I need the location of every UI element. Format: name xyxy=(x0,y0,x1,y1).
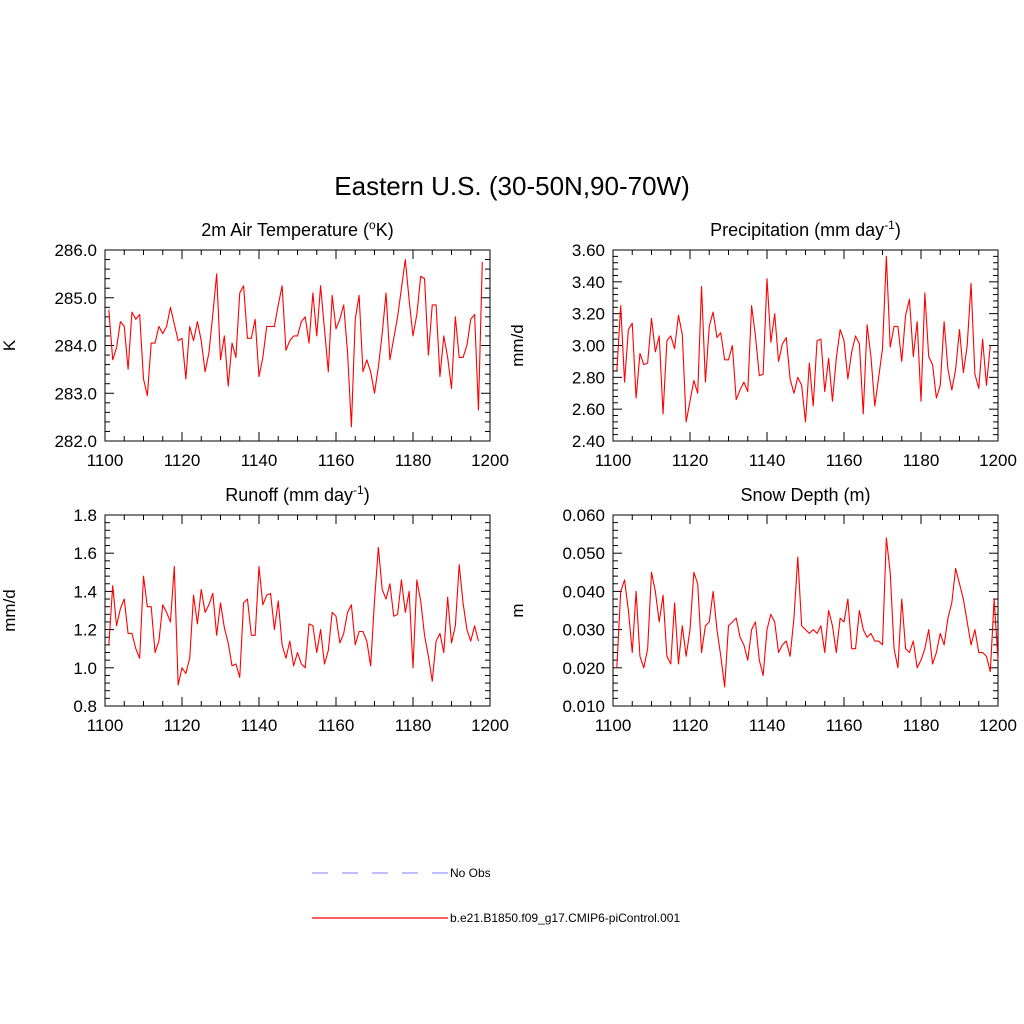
panel-title-tail: ) xyxy=(895,220,901,240)
legend-model-label: b.e21.B1850.f09_g17.CMIP6-piControl.001 xyxy=(450,911,680,925)
legend-item-model: b.e21.B1850.f09_g17.CMIP6-piControl.001 xyxy=(312,911,680,925)
panel-title-sup: -1 xyxy=(884,218,895,232)
legend-item-obs: No Obs xyxy=(312,866,491,880)
y-tick-label: 282.0 xyxy=(54,432,97,451)
legend: No Obs b.e21.B1850.f09_g17.CMIP6-piContr… xyxy=(312,866,680,925)
panel-title-tail: ) xyxy=(364,485,370,505)
panels: 2m Air Temperature (oK) K 1100 1120 1140 1160… xyxy=(0,218,1017,735)
y-tick-label: 0.020 xyxy=(562,659,605,678)
x-tick-label: 1200 xyxy=(979,451,1017,470)
y-tick-label: 2.60 xyxy=(572,400,605,419)
panel-title: Precipitation (mm day-1) xyxy=(710,218,901,240)
x-tick-label: 1140 xyxy=(749,451,786,470)
y-tick-label: 0.060 xyxy=(562,506,605,525)
y-tick-label: 2.40 xyxy=(572,432,605,451)
panel-title-text: Snow Depth (m) xyxy=(740,485,870,505)
panel-title-sup: -1 xyxy=(353,483,364,497)
y-axis-label: K xyxy=(0,339,19,351)
x-tick-label: 1120 xyxy=(672,716,709,735)
y-tick-label: 0.030 xyxy=(562,621,605,640)
y-tick-label: 0.040 xyxy=(562,582,605,601)
x-tick-label: 1140 xyxy=(749,716,786,735)
chart-panel-1: 2m Air Temperature (oK) K 1100 1120 1140 1160… xyxy=(0,218,509,470)
plot-frame xyxy=(612,249,999,442)
y-tick-label: 0.8 xyxy=(73,697,97,716)
panel-title-sup: o xyxy=(369,218,376,232)
chart-panel-4: Snow Depth (m) m 1100 1120 1140 1160 1180 1200 0… xyxy=(508,485,1017,735)
plot-frame xyxy=(104,249,491,442)
panel-title: Snow Depth (m) xyxy=(740,485,870,505)
y-tick-label: 1.8 xyxy=(73,506,97,525)
x-tick-label: 1100 xyxy=(595,716,632,735)
x-tick-label: 1100 xyxy=(87,716,124,735)
y-tick-label: 1.0 xyxy=(73,659,97,678)
x-tick-label: 1120 xyxy=(164,716,201,735)
series-line xyxy=(616,537,999,688)
x-tick-label: 1200 xyxy=(471,451,509,470)
y-tick-label: 285.0 xyxy=(54,289,97,308)
panel-title-text: Precipitation (mm day xyxy=(710,220,884,240)
series-line xyxy=(108,258,483,428)
series-line xyxy=(616,255,991,423)
panel-title-tail: K) xyxy=(376,220,394,240)
y-tick-label: 1.6 xyxy=(73,544,97,563)
x-tick-label: 1180 xyxy=(395,716,432,735)
panel-title: Runoff (mm day-1) xyxy=(225,483,369,505)
y-tick-label: 0.010 xyxy=(562,697,605,716)
x-tick-label: 1180 xyxy=(903,451,940,470)
y-axis-label: mm/d xyxy=(0,589,19,632)
x-tick-label: 1180 xyxy=(395,451,432,470)
y-tick-label: 3.40 xyxy=(572,273,605,292)
y-tick-label: 1.4 xyxy=(73,582,97,601)
panel-title-text: Runoff (mm day xyxy=(225,485,353,505)
y-tick-label: 0.050 xyxy=(562,544,605,563)
y-tick-label: 1.2 xyxy=(73,621,97,640)
x-tick-label: 1160 xyxy=(318,716,355,735)
panel-title-text: 2m Air Temperature ( xyxy=(201,220,369,240)
y-tick-label: 3.00 xyxy=(572,337,605,356)
x-tick-label: 1200 xyxy=(979,716,1017,735)
legend-obs-label: No Obs xyxy=(450,866,491,880)
y-tick-label: 3.20 xyxy=(572,305,605,324)
series-line xyxy=(108,546,479,686)
panel-title: 2m Air Temperature (oK) xyxy=(201,218,393,240)
x-tick-label: 1100 xyxy=(87,451,124,470)
x-tick-label: 1120 xyxy=(672,451,709,470)
y-tick-label: 3.60 xyxy=(572,241,605,260)
x-tick-label: 1160 xyxy=(826,716,863,735)
chart-panel-2: Precipitation (mm day-1) mm/d 1100 1120 1140… xyxy=(508,218,1017,470)
chart-panel-3: Runoff (mm day-1) mm/d 1100 1120 1140 1160 118… xyxy=(0,483,509,735)
y-tick-label: 286.0 xyxy=(54,241,97,260)
x-tick-label: 1200 xyxy=(471,716,509,735)
main-title: Eastern U.S. (30-50N,90-70W) xyxy=(334,171,689,201)
y-tick-label: 283.0 xyxy=(54,384,97,403)
y-axis-label: mm/d xyxy=(508,324,527,367)
x-tick-label: 1100 xyxy=(595,451,632,470)
plot-frame xyxy=(612,514,999,707)
y-axis-label: m xyxy=(508,603,527,617)
x-tick-label: 1160 xyxy=(826,451,863,470)
y-tick-label: 2.80 xyxy=(572,368,605,387)
y-tick-label: 284.0 xyxy=(54,337,97,356)
x-tick-label: 1140 xyxy=(241,716,278,735)
x-tick-label: 1160 xyxy=(318,451,355,470)
x-tick-label: 1120 xyxy=(164,451,201,470)
x-tick-label: 1140 xyxy=(241,451,278,470)
x-tick-label: 1180 xyxy=(903,716,940,735)
